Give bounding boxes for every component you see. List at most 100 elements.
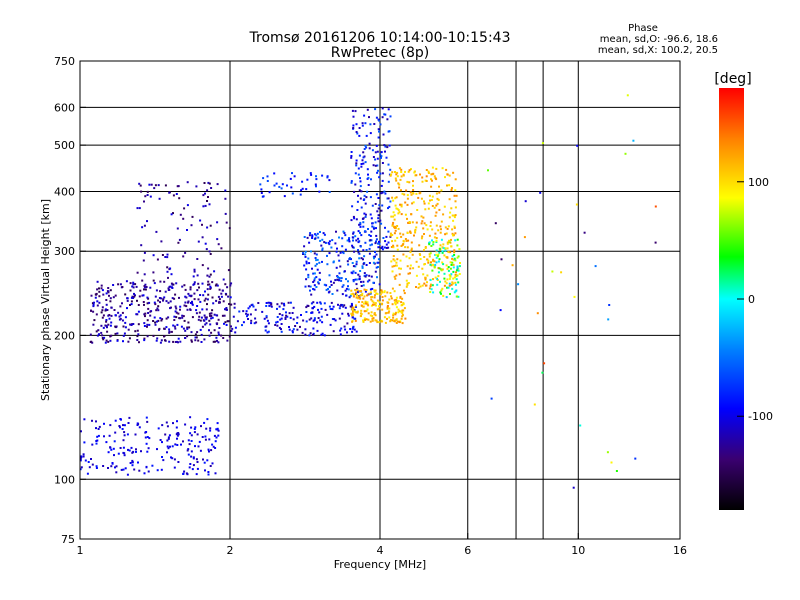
data-point: [365, 249, 368, 251]
data-point: [166, 439, 169, 442]
data-point: [363, 317, 366, 320]
data-point: [425, 284, 428, 287]
data-point: [400, 267, 402, 270]
data-point: [348, 237, 351, 240]
data-point: [409, 232, 412, 234]
y-tick-label: 600: [54, 101, 75, 114]
data-point: [204, 204, 207, 207]
data-point: [283, 195, 286, 198]
data-point: [409, 264, 412, 267]
data-point: [161, 441, 163, 444]
data-point: [122, 446, 125, 449]
data-point: [338, 279, 340, 282]
data-point: [351, 306, 354, 309]
data-point: [362, 221, 365, 224]
data-point: [343, 232, 346, 234]
data-point: [147, 307, 150, 310]
data-point: [301, 187, 304, 190]
data-point: [380, 155, 383, 158]
data-point: [606, 451, 609, 454]
data-point: [453, 291, 456, 294]
data-point: [267, 330, 270, 333]
data-point: [214, 440, 217, 443]
data-point: [90, 294, 93, 297]
data-point: [190, 340, 193, 343]
data-point: [359, 197, 362, 200]
data-point: [349, 328, 352, 330]
data-point: [452, 270, 455, 273]
data-point: [436, 197, 439, 200]
data-point: [365, 318, 368, 321]
data-point: [345, 278, 347, 281]
data-point: [442, 294, 445, 297]
data-point: [431, 228, 434, 231]
data-point: [442, 247, 445, 250]
data-point: [149, 286, 152, 289]
data-point: [324, 308, 327, 311]
data-point: [211, 309, 214, 312]
data-point: [192, 457, 195, 460]
data-point: [287, 301, 290, 304]
x-tick-label: 16: [673, 544, 687, 557]
data-point: [266, 180, 269, 182]
data-point: [114, 419, 117, 422]
data-point: [107, 451, 110, 454]
data-point: [304, 285, 307, 288]
data-point: [358, 223, 361, 226]
data-point: [204, 192, 206, 195]
data-point: [435, 192, 438, 195]
data-point: [432, 291, 435, 294]
data-point: [188, 294, 191, 297]
data-point: [387, 180, 390, 183]
data-point: [388, 307, 391, 310]
data-point: [205, 322, 208, 325]
data-point: [98, 295, 101, 298]
data-point: [435, 167, 438, 170]
data-point: [187, 448, 190, 451]
data-point: [360, 290, 362, 293]
data-point: [412, 189, 415, 191]
data-point: [185, 296, 188, 299]
data-point: [216, 238, 219, 241]
chart-subtitle: RwPretec (8p): [331, 45, 429, 61]
data-point: [202, 294, 205, 297]
data-point: [372, 156, 375, 158]
data-point: [379, 219, 382, 222]
data-point: [361, 301, 364, 304]
data-point: [146, 335, 149, 338]
data-point: [312, 272, 315, 275]
data-point: [361, 122, 364, 125]
data-point: [95, 467, 98, 469]
data-point: [112, 284, 115, 286]
data-point: [91, 443, 94, 446]
data-point: [107, 291, 110, 294]
data-point: [114, 431, 117, 434]
data-point: [423, 263, 426, 266]
data-point: [523, 236, 526, 239]
data-point: [104, 309, 107, 312]
data-point: [443, 284, 446, 287]
data-point: [490, 397, 493, 400]
data-point: [104, 341, 107, 344]
data-point: [209, 314, 211, 317]
data-point: [281, 314, 284, 317]
data-point: [400, 310, 403, 313]
data-point: [355, 304, 357, 307]
data-point: [452, 282, 455, 285]
data-point: [347, 314, 350, 317]
data-point: [109, 297, 112, 300]
data-point: [140, 450, 142, 453]
data-point: [207, 283, 209, 286]
data-point: [362, 258, 364, 261]
data-point: [106, 330, 109, 333]
data-point: [408, 169, 411, 172]
data-point: [312, 332, 315, 335]
data-point: [241, 324, 243, 327]
data-point: [103, 336, 106, 339]
data-point: [149, 314, 152, 317]
data-point: [313, 272, 316, 275]
data-point: [151, 464, 154, 467]
data-point: [423, 249, 425, 252]
data-point: [433, 260, 436, 263]
data-point: [404, 170, 406, 173]
